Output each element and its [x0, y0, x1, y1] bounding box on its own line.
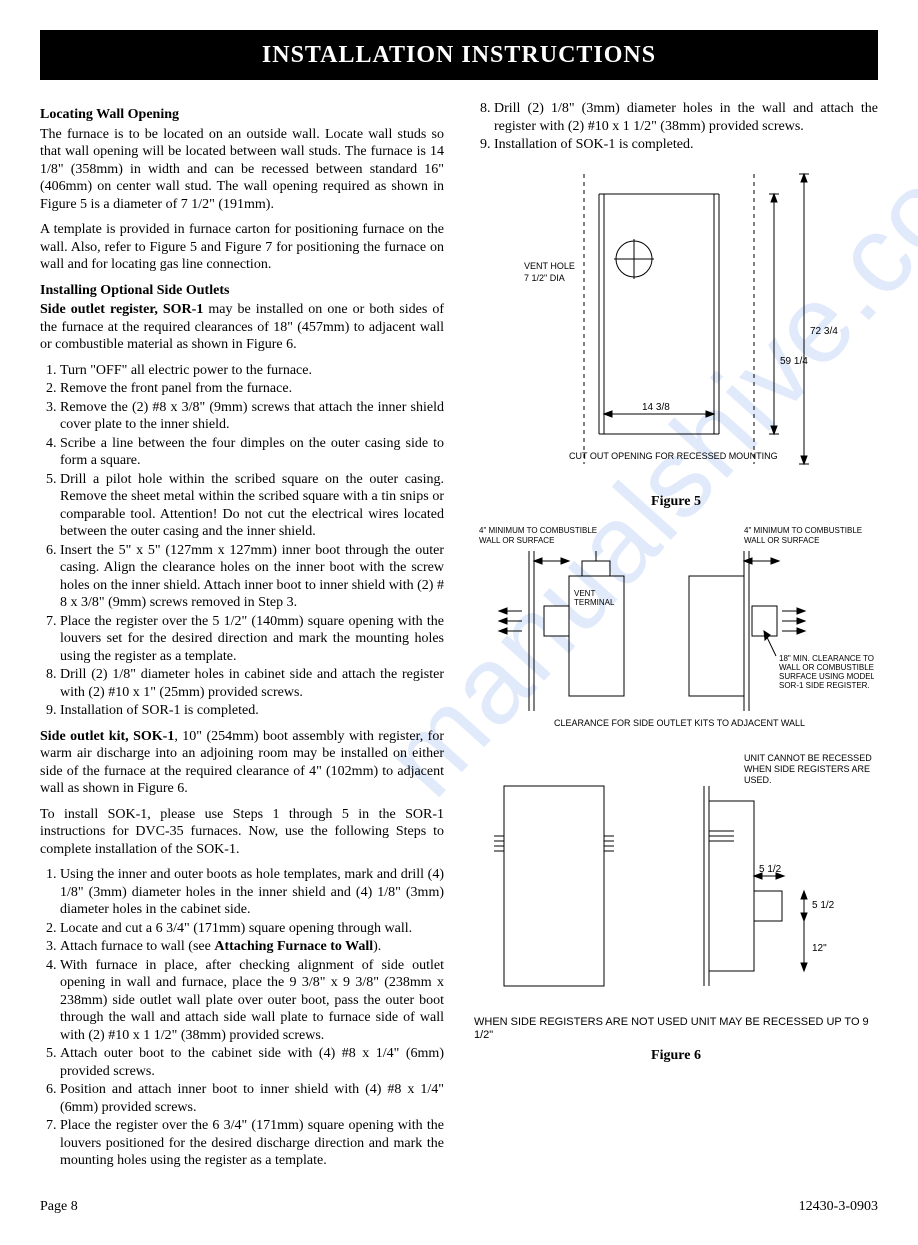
- heading-locating: Locating Wall Opening: [40, 106, 444, 124]
- figure-6-bottom-svg: UNIT CANNOT BE RECESSED WHEN SIDE REGIST…: [474, 746, 874, 1006]
- fig5-h-outer: 72 3/4: [810, 326, 838, 337]
- step: Drill (2) 1/8" (3mm) diameter holes in t…: [494, 100, 878, 135]
- fig6-unit-note: UNIT CANNOT BE RECESSED WHEN SIDE REGIST…: [744, 753, 874, 785]
- step: Remove the (2) #8 x 3/8" (9mm) screws th…: [60, 399, 444, 434]
- step: Scribe a line between the four dimples o…: [60, 435, 444, 470]
- para-locating-2: A template is provided in furnace carton…: [40, 221, 444, 274]
- fig6-bottom-left-note: WHEN SIDE REGISTERS ARE NOT USED UNIT MA…: [474, 1016, 878, 1044]
- figure-6-top-svg: 4" MINIMUM TO COMBUSTIBLE WALL OR SURFAC…: [474, 521, 874, 731]
- figure-6-bottom: UNIT CANNOT BE RECESSED WHEN SIDE REGIST…: [474, 746, 878, 1065]
- step: Locate and cut a 6 3/4" (171mm) square o…: [60, 920, 444, 938]
- left-column: Locating Wall Opening The furnace is to …: [40, 100, 444, 1178]
- figure-5: VENT HOLE 7 1/2" DIA 14 3/8: [474, 164, 878, 511]
- step: Installation of SOR-1 is completed.: [60, 702, 444, 720]
- fig6-dim-b: 5 1/2: [812, 900, 835, 911]
- step: Remove the front panel from the furnace.: [60, 380, 444, 398]
- step: Drill (2) 1/8" diameter holes in cabinet…: [60, 666, 444, 701]
- step: Turn "OFF" all electric power to the fur…: [60, 362, 444, 380]
- fig6-vent-terminal: VENT TERMINAL: [574, 589, 615, 607]
- fig5-width: 14 3/8: [642, 402, 670, 413]
- step: Attach outer boot to the cabinet side wi…: [60, 1045, 444, 1080]
- bold-sok1: Side outlet kit, SOK-1: [40, 729, 174, 744]
- step: With furnace in place, after checking al…: [60, 957, 444, 1045]
- step: Place the register over the 6 3/4" (171m…: [60, 1117, 444, 1170]
- figure-5-svg: VENT HOLE 7 1/2" DIA 14 3/8: [474, 164, 854, 484]
- fig5-h-inner: 59 1/4: [780, 356, 808, 367]
- step: Attach furnace to wall (see Attaching Fu…: [60, 938, 444, 956]
- fig5-venthole-dia: 7 1/2" DIA: [524, 273, 565, 283]
- para-sok1: Side outlet kit, SOK-1, 10" (254mm) boot…: [40, 728, 444, 798]
- fig6-dim-a: 5 1/2: [759, 864, 782, 875]
- steps-sok1: Using the inner and outer boots as hole …: [40, 866, 444, 1170]
- fig5-venthole-label: VENT HOLE: [524, 261, 575, 271]
- step: Position and attach inner boot to inner …: [60, 1081, 444, 1116]
- figure-5-caption: Figure 5: [474, 493, 878, 511]
- figure-6-caption: Figure 6: [474, 1047, 878, 1065]
- fig6-dim-c: 12": [812, 943, 827, 954]
- step: Using the inner and outer boots as hole …: [60, 866, 444, 919]
- step: Insert the 5" x 5" (127mm x 127mm) inner…: [60, 542, 444, 612]
- step: Place the register over the 5 1/2" (140m…: [60, 613, 444, 666]
- steps-sok1-cont: Drill (2) 1/8" (3mm) diameter holes in t…: [474, 100, 878, 154]
- fig6-mid-caption: CLEARANCE FOR SIDE OUTLET KITS TO ADJACE…: [554, 718, 805, 728]
- para-sor1: Side outlet register, SOR-1 may be insta…: [40, 301, 444, 354]
- bold-sor1: Side outlet register, SOR-1: [40, 302, 203, 317]
- fig5-cutout: CUT OUT OPENING FOR RECESSED MOUNTING: [569, 451, 778, 461]
- step: Drill a pilot hole within the scribed sq…: [60, 471, 444, 541]
- page-title-bar: INSTALLATION INSTRUCTIONS: [40, 30, 878, 80]
- heading-side-outlets: Installing Optional Side Outlets: [40, 282, 444, 300]
- para-sok1-install: To install SOK-1, please use Steps 1 thr…: [40, 806, 444, 859]
- step: Installation of SOK-1 is completed.: [494, 136, 878, 154]
- figure-6-top: 4" MINIMUM TO COMBUSTIBLE WALL OR SURFAC…: [474, 521, 878, 737]
- steps-sor1: Turn "OFF" all electric power to the fur…: [40, 362, 444, 720]
- fig6-top-left-note: 4" MINIMUM TO COMBUSTIBLE WALL OR SURFAC…: [479, 526, 599, 545]
- fig6-right-note: 18" MIN. CLEARANCE TO WALL OR COMBUSTIBL…: [779, 654, 874, 690]
- footer: Page 8 12430-3-0903: [40, 1198, 878, 1216]
- fig6-top-right-note: 4" MINIMUM TO COMBUSTIBLE WALL OR SURFAC…: [744, 526, 864, 545]
- right-column: Drill (2) 1/8" (3mm) diameter holes in t…: [474, 100, 878, 1178]
- doc-number: 12430-3-0903: [799, 1198, 878, 1216]
- page-number: Page 8: [40, 1198, 78, 1216]
- para-locating-1: The furnace is to be located on an outsi…: [40, 126, 444, 214]
